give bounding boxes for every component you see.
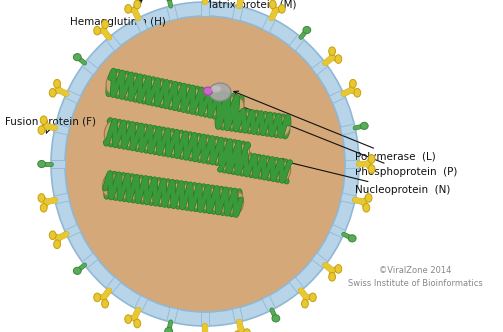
Polygon shape xyxy=(232,5,243,21)
Ellipse shape xyxy=(243,329,250,332)
Polygon shape xyxy=(51,160,65,168)
Ellipse shape xyxy=(209,83,231,101)
Polygon shape xyxy=(262,295,276,312)
Polygon shape xyxy=(329,225,346,238)
Ellipse shape xyxy=(368,155,375,163)
Text: Phosphoprotein  (P): Phosphoprotein (P) xyxy=(212,94,457,177)
Polygon shape xyxy=(54,193,69,204)
Ellipse shape xyxy=(368,165,375,173)
Text: Hemagglutinin (H): Hemagglutinin (H) xyxy=(70,0,166,27)
Ellipse shape xyxy=(49,88,56,97)
Ellipse shape xyxy=(360,122,368,129)
Polygon shape xyxy=(167,5,178,21)
Text: Polymerase  (L): Polymerase (L) xyxy=(234,91,436,162)
Polygon shape xyxy=(289,35,304,51)
Text: Nucleoprotein  (N): Nucleoprotein (N) xyxy=(279,159,450,195)
Polygon shape xyxy=(232,307,243,323)
Ellipse shape xyxy=(335,265,342,273)
Ellipse shape xyxy=(269,0,276,9)
Ellipse shape xyxy=(354,88,361,97)
Ellipse shape xyxy=(134,0,141,9)
Polygon shape xyxy=(329,90,346,103)
Ellipse shape xyxy=(73,53,81,61)
Ellipse shape xyxy=(49,231,56,239)
Ellipse shape xyxy=(134,319,141,328)
Polygon shape xyxy=(312,253,328,268)
Polygon shape xyxy=(262,16,276,33)
Ellipse shape xyxy=(40,116,47,124)
Polygon shape xyxy=(64,90,80,103)
Polygon shape xyxy=(289,277,304,293)
Ellipse shape xyxy=(38,126,45,134)
Polygon shape xyxy=(54,124,69,135)
Polygon shape xyxy=(107,174,239,214)
Polygon shape xyxy=(135,295,148,312)
Ellipse shape xyxy=(272,315,280,322)
Text: Matrix protein (M): Matrix protein (M) xyxy=(203,0,297,10)
Polygon shape xyxy=(167,307,178,323)
Polygon shape xyxy=(341,193,356,204)
Ellipse shape xyxy=(216,109,226,126)
Text: Fusion protein (F): Fusion protein (F) xyxy=(5,117,96,133)
Ellipse shape xyxy=(106,72,119,94)
Ellipse shape xyxy=(231,192,243,214)
Ellipse shape xyxy=(328,273,336,281)
Ellipse shape xyxy=(65,16,345,312)
Ellipse shape xyxy=(328,47,336,55)
Ellipse shape xyxy=(103,174,115,196)
Ellipse shape xyxy=(280,118,290,135)
Ellipse shape xyxy=(102,299,109,308)
Ellipse shape xyxy=(234,331,240,332)
Polygon shape xyxy=(201,2,209,16)
Polygon shape xyxy=(223,152,287,180)
Polygon shape xyxy=(106,35,121,51)
Polygon shape xyxy=(64,225,80,238)
Ellipse shape xyxy=(363,204,370,212)
Text: ©ViralZone 2014
Swiss Institute of Bioinformatics: ©ViralZone 2014 Swiss Institute of Bioin… xyxy=(348,266,482,288)
Ellipse shape xyxy=(278,5,285,13)
Polygon shape xyxy=(201,312,209,326)
Ellipse shape xyxy=(335,55,342,63)
Ellipse shape xyxy=(104,122,117,143)
Ellipse shape xyxy=(211,86,221,93)
Ellipse shape xyxy=(280,162,291,180)
Polygon shape xyxy=(110,72,240,120)
Ellipse shape xyxy=(51,2,359,326)
Ellipse shape xyxy=(73,267,81,275)
Ellipse shape xyxy=(165,327,173,332)
Ellipse shape xyxy=(309,293,316,302)
Polygon shape xyxy=(135,16,148,33)
Ellipse shape xyxy=(348,235,356,242)
Polygon shape xyxy=(106,277,121,293)
Ellipse shape xyxy=(94,293,101,302)
Ellipse shape xyxy=(303,27,311,34)
Ellipse shape xyxy=(237,145,249,167)
Ellipse shape xyxy=(350,79,356,88)
Polygon shape xyxy=(312,60,328,75)
Ellipse shape xyxy=(40,204,47,212)
Polygon shape xyxy=(82,253,98,268)
Polygon shape xyxy=(220,109,286,135)
Ellipse shape xyxy=(38,194,45,202)
Ellipse shape xyxy=(94,26,101,35)
Ellipse shape xyxy=(231,99,244,120)
Polygon shape xyxy=(109,122,245,167)
Ellipse shape xyxy=(38,160,46,168)
Ellipse shape xyxy=(102,20,109,29)
Ellipse shape xyxy=(219,152,229,170)
Ellipse shape xyxy=(125,5,132,13)
Polygon shape xyxy=(345,160,359,168)
Polygon shape xyxy=(341,124,356,135)
Ellipse shape xyxy=(365,194,372,202)
Ellipse shape xyxy=(54,240,60,249)
Ellipse shape xyxy=(204,87,212,95)
Ellipse shape xyxy=(301,299,308,308)
Ellipse shape xyxy=(54,79,60,88)
Ellipse shape xyxy=(165,0,173,1)
Ellipse shape xyxy=(125,315,132,323)
Polygon shape xyxy=(82,60,98,75)
